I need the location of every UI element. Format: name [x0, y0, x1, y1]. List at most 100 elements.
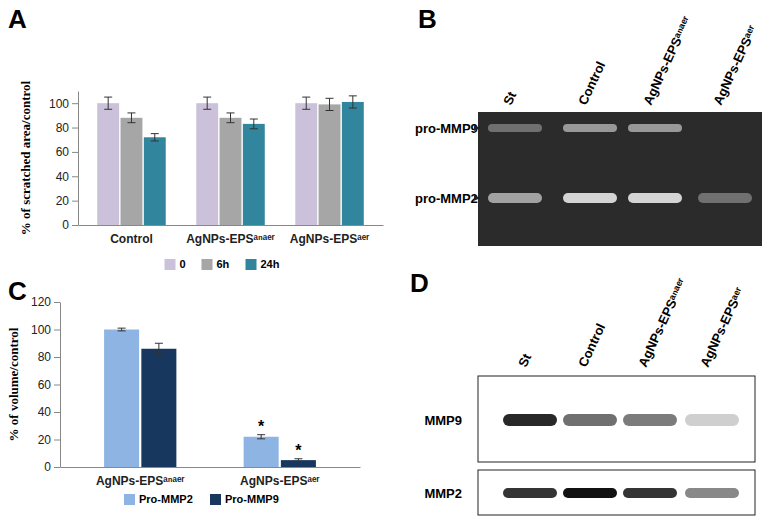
error-bar-line — [302, 109, 310, 110]
band-arrow — [477, 198, 480, 199]
error-bar-line — [306, 97, 307, 109]
panel-label: C — [8, 276, 27, 306]
bar-series — [141, 343, 316, 467]
y-tick: 100 — [49, 97, 78, 111]
error-bar-line — [155, 343, 163, 344]
y-tick-label: 120 — [31, 295, 51, 309]
error-bar-line — [118, 330, 126, 331]
error-bar — [302, 97, 310, 109]
band — [563, 488, 617, 498]
legend-swatch — [210, 494, 221, 505]
y-axis-line — [78, 92, 79, 226]
chart-panel: A020406080100ControlAgNPs-EPSᵃⁿᵃᵉʳAgNPs-… — [8, 4, 384, 270]
lane-label: St — [500, 89, 519, 108]
band — [503, 488, 557, 498]
y-tick-label: 20 — [56, 194, 70, 208]
band — [685, 414, 739, 426]
x-tick: AgNPs-EPSᵃⁿᵃᵉʳ — [186, 225, 275, 246]
chart-panel: C020406080100120AgNPs-EPSᵃⁿᵃᵉʳAgNPs-EPSᵃ… — [6, 276, 361, 505]
error-bar-line — [326, 98, 334, 99]
y-tick-mark — [72, 225, 78, 226]
legend-label: 24h — [261, 258, 280, 270]
y-tick-label: 40 — [38, 405, 52, 419]
panel-label: B — [418, 4, 437, 34]
y-axis: 020406080100 — [49, 92, 79, 233]
error-bar-line — [253, 119, 254, 129]
lane-label: AgNPs-EPSᵃᵉʳ — [710, 22, 760, 107]
error-bar-line — [250, 119, 258, 120]
blot-frame — [478, 470, 755, 515]
error-bar-line — [158, 343, 159, 354]
error-bar — [326, 98, 334, 110]
x-tick: Control — [110, 225, 153, 246]
band — [563, 124, 617, 132]
legend: Pro-MMP2Pro-MMP9 — [124, 493, 279, 505]
y-tick-label: 60 — [56, 145, 70, 159]
error-bar — [203, 97, 211, 109]
y-tick-label: 100 — [31, 323, 51, 337]
error-bar-line — [104, 109, 112, 110]
x-tick: AgNPs-EPSᵃⁿᵃᵉʳ — [96, 467, 185, 488]
y-tick-mark — [54, 440, 60, 441]
error-bar — [250, 119, 258, 129]
band — [503, 414, 557, 426]
y-tick-mark — [54, 330, 60, 331]
error-bar-line — [203, 97, 211, 98]
error-bar-line — [154, 134, 155, 141]
error-bar-line — [131, 113, 132, 123]
error-bar-line — [104, 97, 112, 98]
legend-swatch — [165, 259, 176, 270]
y-axis-title: % of scratched area/control — [18, 80, 33, 235]
band — [488, 124, 542, 132]
bar — [342, 102, 364, 225]
plot-area — [97, 96, 364, 225]
bar — [281, 460, 316, 467]
legend: 0 6h 24h — [165, 258, 280, 270]
error-bar — [127, 113, 135, 123]
error-bar-line — [230, 113, 231, 123]
error-bar-line — [151, 133, 159, 134]
bar-series — [121, 98, 341, 225]
error-bar-line — [127, 122, 135, 123]
legend-item: 6h — [202, 258, 230, 270]
y-tick-label: 80 — [38, 350, 52, 364]
band-label: MMP9 — [424, 413, 462, 428]
bar — [97, 103, 119, 225]
y-tick-mark — [72, 128, 78, 129]
bar-series — [144, 96, 364, 225]
y-tick: 80 — [56, 121, 78, 135]
y-tick-mark — [72, 176, 78, 177]
error-bar-line — [207, 97, 208, 109]
error-bar-line — [349, 95, 357, 96]
legend-item: 0 — [165, 258, 186, 270]
y-tick: 60 — [38, 378, 60, 392]
bar — [319, 104, 341, 225]
y-tick: 0 — [44, 460, 60, 474]
annotation: * — [295, 442, 302, 459]
band — [628, 124, 682, 132]
y-tick-mark — [72, 201, 78, 202]
band-arrow — [477, 128, 480, 129]
band — [563, 193, 617, 203]
error-bar-line — [227, 122, 235, 123]
y-tick: 80 — [38, 350, 60, 364]
bar — [243, 124, 265, 225]
bar-series — [104, 328, 279, 467]
y-tick: 40 — [38, 405, 60, 419]
bar — [220, 118, 242, 225]
x-tick: AgNPs-EPSᵃᵉʳ — [240, 467, 319, 488]
error-bar — [151, 134, 159, 141]
band-label: MMP2 — [424, 486, 462, 501]
bar — [104, 330, 139, 468]
x-axis: ControlAgNPs-EPSᵃⁿᵃᵉʳAgNPs-EPSᵃᵉʳ — [79, 225, 384, 246]
lane-label: AgNPs-EPSᵃⁿᵃᵉʳ — [635, 275, 690, 369]
error-bar-line — [203, 109, 211, 110]
y-tick-label: 100 — [49, 97, 69, 111]
error-bar-line — [302, 97, 310, 98]
panel-label: A — [8, 4, 27, 34]
error-bar — [118, 328, 126, 331]
band — [488, 193, 542, 203]
y-tick: 20 — [56, 194, 78, 208]
error-bar-line — [257, 438, 265, 439]
band — [623, 414, 677, 426]
